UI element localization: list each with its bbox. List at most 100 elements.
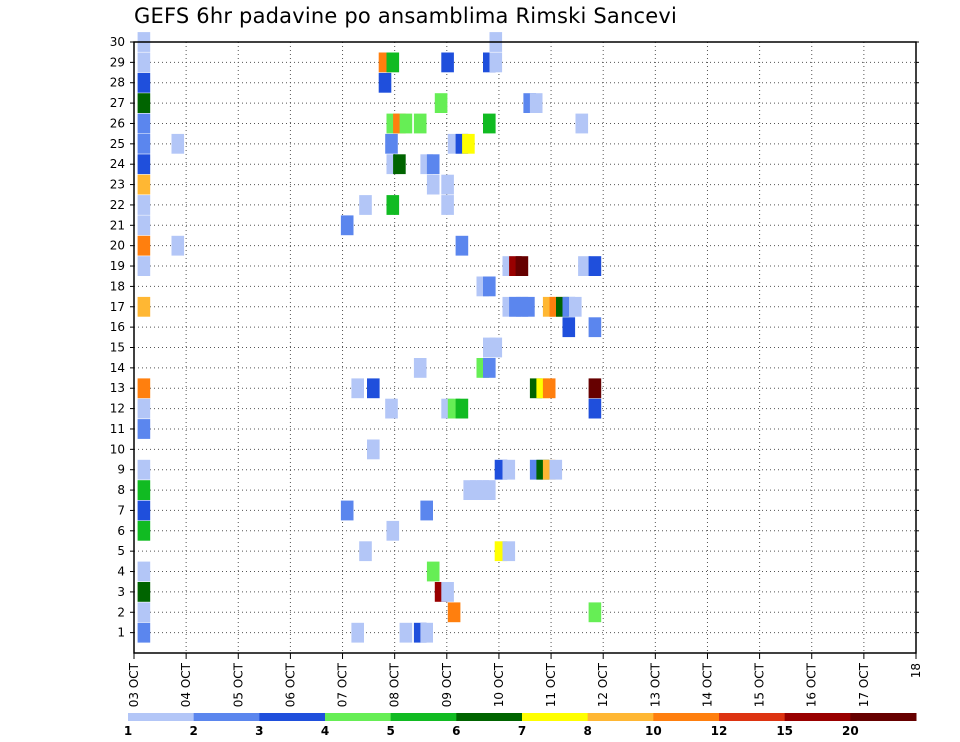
x-tick-label: 07 OCT [336,662,350,707]
heatmap-cell [489,337,503,358]
heatmap-cell [171,235,185,256]
heatmap-cell [137,93,151,113]
y-tick-label: 25 [110,137,125,151]
colorbar-segment [653,713,720,721]
y-tick-label: 20 [110,239,125,253]
heatmap-cell [515,256,529,276]
heatmap-cell [455,398,469,419]
heatmap-cell [137,235,151,256]
heatmap-cell [522,296,535,317]
heatmap-cell [588,398,602,419]
y-tick-label: 8 [117,483,125,497]
y-tick-label: 5 [117,544,125,558]
x-tick-label: 08 OCT [388,662,402,707]
y-tick-label: 18 [110,279,125,293]
y-tick-label: 17 [110,300,125,314]
x-tick-label: 06 OCT [283,662,297,707]
colorbar-label: 6 [452,724,460,738]
colorbar-segment [719,713,786,721]
colorbar-segment [259,713,326,721]
heatmap-cell [542,378,556,399]
chart-title: GEFS 6hr padavine po ansamblima Rimski S… [134,4,678,28]
heatmap-cell [137,419,151,439]
x-tick-label: 18 [909,663,923,678]
heatmap-cell [462,133,475,154]
x-tick-label: 13 OCT [648,662,662,707]
heatmap-cell [340,500,354,521]
heatmap-cell [441,174,454,195]
heatmap-cell [455,235,469,256]
x-tick-label: 16 OCT [805,662,819,707]
y-tick-label: 30 [110,35,125,49]
heatmap-cell [441,52,454,73]
x-tick-label: 03 OCT [127,662,141,707]
y-tick-label: 28 [110,76,125,90]
heatmap-cell [351,378,364,399]
plot-area [134,42,916,653]
heatmap-cell [378,72,392,93]
heatmap-cell [562,317,576,338]
y-tick-label: 13 [110,381,125,395]
heatmap-cell [137,154,151,175]
heatmap-cell [489,52,503,73]
heatmap-cell [386,52,400,73]
heatmap-cell [137,215,151,236]
heatmap-cell [420,622,433,643]
colorbar-segment [193,713,260,721]
heatmap-cell [137,459,151,480]
heatmap-cell [385,133,398,154]
heatmap-cell [549,459,563,480]
colorbar-segment [850,713,917,721]
heatmap-cell [393,154,406,175]
heatmap-cell [171,133,185,154]
x-tick-label: 10 OCT [492,662,506,707]
y-tick-label: 15 [110,341,125,355]
heatmap-cell [447,602,461,623]
heatmap-cell [483,480,496,500]
heatmap-cell [502,541,516,562]
y-tick-label: 7 [117,503,125,517]
x-tick-label: 09 OCT [440,662,454,707]
heatmap-cell [137,72,151,93]
x-tick-label: 12 OCT [596,662,610,707]
y-tick-label: 9 [117,463,125,477]
colorbar-label: 20 [842,724,859,738]
colorbar-segment [587,713,654,721]
heatmap-cell [367,439,380,460]
colorbar-segment [522,713,589,721]
heatmap-cell [367,378,380,399]
y-tick-label: 11 [110,422,125,436]
heatmap-cell [575,113,589,134]
heatmap-cell [137,622,151,643]
heatmap-cell [137,174,151,195]
colorbar-label: 7 [518,724,526,738]
heatmap-cell [483,358,496,378]
y-tick-label: 22 [110,198,125,212]
heatmap-cell [137,398,151,419]
y-tick-label: 10 [110,442,125,456]
y-tick-label: 16 [110,320,125,334]
colorbar-label: 4 [321,724,329,738]
heatmap-cell [578,256,591,276]
heatmap-cell [137,378,151,399]
y-tick-label: 3 [117,585,125,599]
heatmap-cell [420,500,433,521]
heatmap-cell [588,378,602,399]
y-tick-label: 1 [117,626,125,640]
colorbar-label: 2 [189,724,197,738]
heatmap-cell [569,296,582,317]
heatmap-cell [588,317,602,338]
y-tick-label: 6 [117,524,125,538]
y-tick-label: 4 [117,565,125,579]
heatmap-cell [483,113,496,134]
heatmap-cell [502,459,516,480]
x-tick-label: 04 OCT [179,662,193,707]
heatmap-cell [137,113,151,134]
y-tick-label: 24 [110,157,125,171]
heatmap-cell [137,582,151,602]
colorbar-label: 8 [583,724,591,738]
heatmap-cell [137,561,151,582]
colorbar-segment [325,713,392,721]
heatmap-cell [386,520,400,541]
